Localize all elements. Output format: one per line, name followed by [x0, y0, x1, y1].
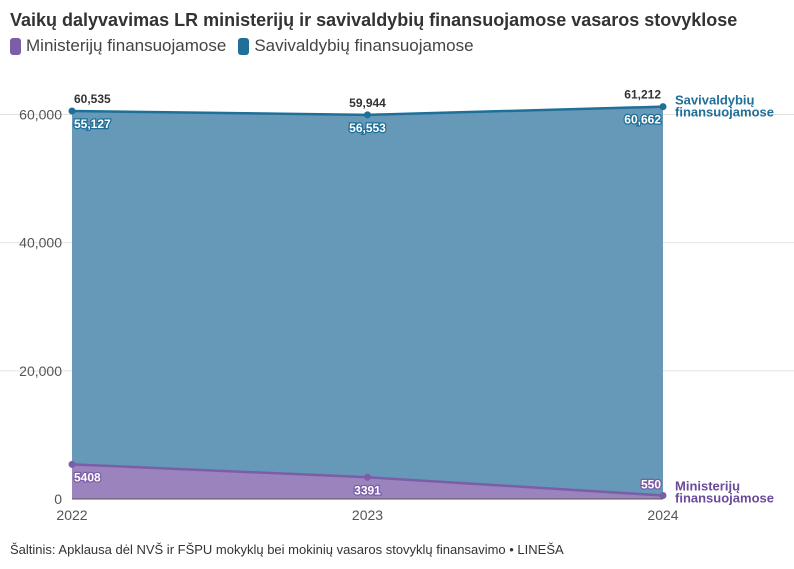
area-savivaldybes	[72, 106, 663, 496]
legend-label-ministerijos: Ministerijų finansuojamose	[26, 36, 227, 55]
point-savivaldybes-2023	[364, 111, 371, 119]
point-savivaldybes-2024	[659, 103, 667, 111]
legend-swatch-savivaldybes	[238, 37, 250, 55]
y-tick-label-60000: 60,000	[19, 106, 62, 122]
total-label-2024: 61,212	[624, 88, 661, 102]
total-label-2023: 59,944	[349, 96, 386, 110]
y-tick-label-20000: 20,000	[19, 363, 62, 379]
point-ministerijos-2022	[68, 460, 76, 468]
total-label-2022: 60,535	[74, 92, 111, 106]
legend-swatch-ministerijos	[10, 37, 21, 55]
end-label-savivaldybes-line-1: finansuojamose	[675, 105, 774, 120]
value-label-savivaldybes-2023: 56,553	[349, 121, 386, 135]
point-ministerijos-2023	[364, 473, 371, 481]
legend-label-savivaldybes: Savivaldybių finansuojamose	[254, 36, 474, 55]
x-tick-label-2024: 2024	[647, 507, 678, 523]
value-label-savivaldybes-2022: 55,127	[74, 117, 111, 131]
end-label-savivaldybes-line-0: Savivaldybių	[675, 93, 755, 108]
legend-item-savivaldybes: Savivaldybių finansuojamose	[238, 36, 474, 56]
end-label-ministerijos-line-0: Ministerijų	[675, 478, 740, 493]
value-label-ministerijos-2024: 550	[641, 477, 661, 491]
x-tick-label-2023: 2023	[352, 507, 383, 523]
point-savivaldybes-2022	[68, 107, 76, 115]
source-note: Šaltinis: Apklausa dėl NVŠ ir FŠPU mokyk…	[10, 542, 564, 557]
legend: Ministerijų finansuojamose Savivaldybių …	[10, 36, 486, 56]
legend-item-ministerijos: Ministerijų finansuojamose	[10, 36, 226, 56]
end-label-ministerijos-line-1: finansuojamose	[675, 490, 774, 505]
value-label-ministerijos-2023: 3391	[354, 483, 381, 497]
x-tick-label-2022: 2022	[56, 507, 87, 523]
value-label-savivaldybes-2024: 60,662	[624, 113, 661, 127]
value-label-ministerijos-2022: 5408	[74, 470, 101, 484]
y-tick-label-0: 0	[54, 491, 62, 507]
area-ministerijos	[72, 464, 663, 499]
point-ministerijos-2024	[659, 491, 667, 499]
y-tick-label-40000: 40,000	[19, 235, 62, 251]
chart-title: Vaikų dalyvavimas LR ministerijų ir savi…	[10, 10, 738, 30]
